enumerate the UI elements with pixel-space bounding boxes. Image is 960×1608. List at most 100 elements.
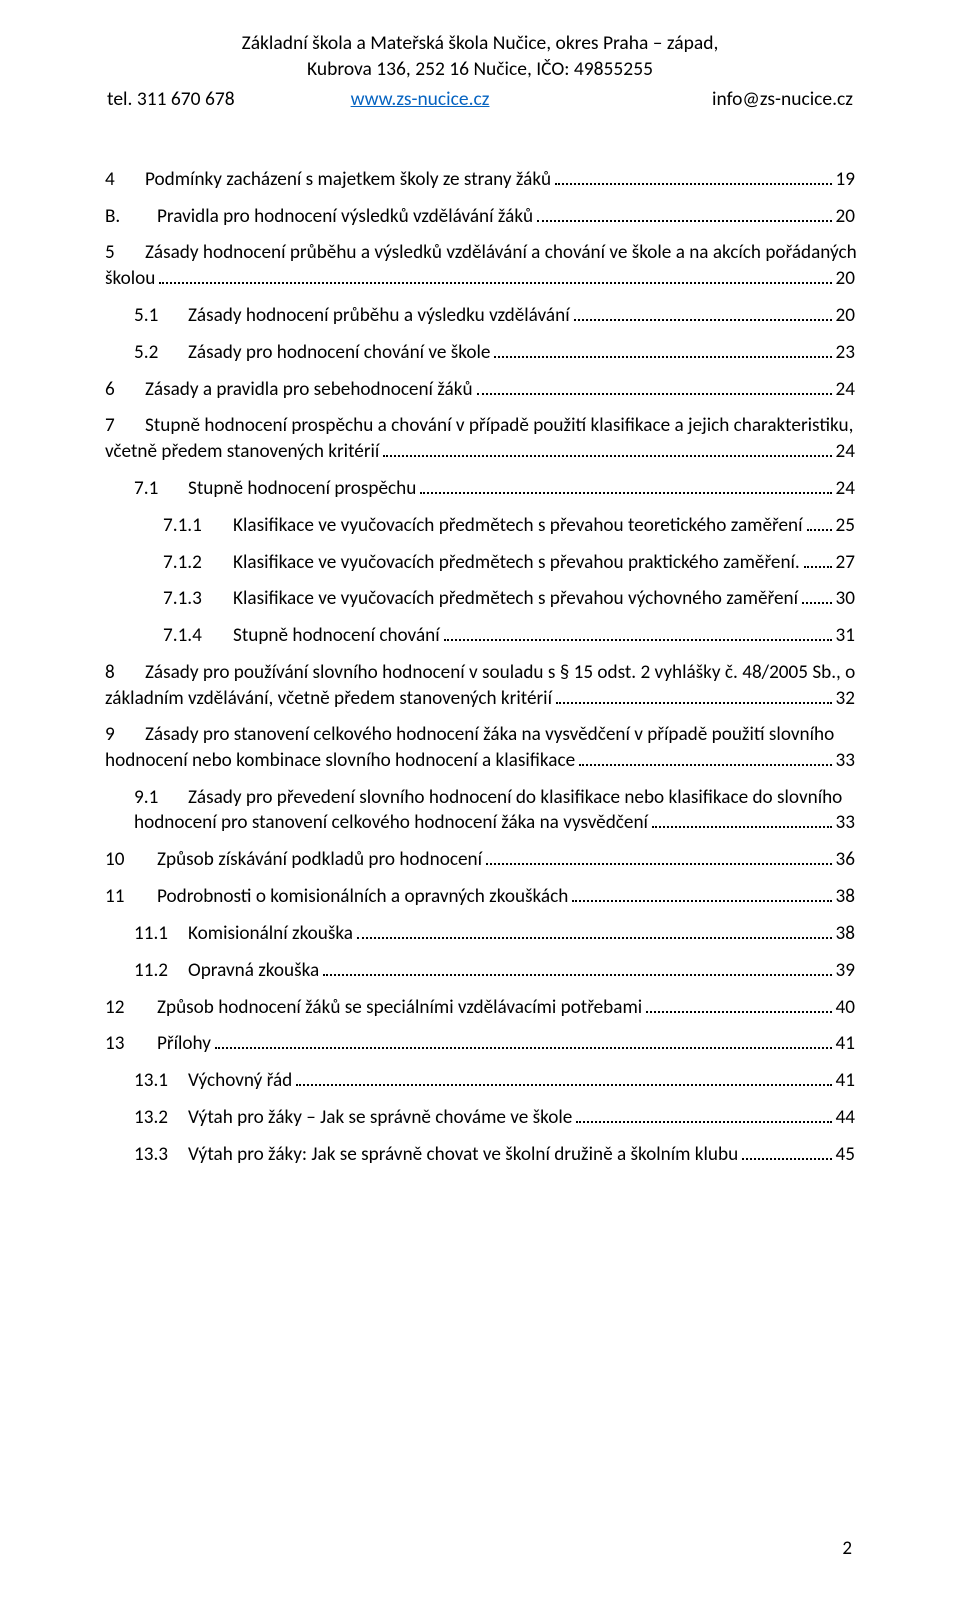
toc-entry-continuation[interactable]: školou 20 xyxy=(105,266,855,292)
toc-entry[interactable]: 4Podmínky zacházení s majetkem školy ze … xyxy=(105,167,855,193)
toc-leader xyxy=(296,1068,831,1086)
toc-page: 40 xyxy=(836,995,855,1021)
website-link[interactable]: www.zs-nucice.cz xyxy=(235,87,712,111)
toc-entry-continuation[interactable]: základním vzdělávání, včetně předem stan… xyxy=(105,685,855,711)
toc-entry[interactable]: 6Zásady a pravidla pro sebehodnocení žák… xyxy=(105,376,855,402)
toc-entry[interactable]: 10Způsob získávání podkladů pro hodnocen… xyxy=(105,847,855,873)
toc-number: 13.1 xyxy=(134,1068,188,1094)
toc-number: 5.2 xyxy=(134,340,188,366)
toc-number: 11 xyxy=(105,884,157,910)
toc-entry[interactable]: 9Zásady pro stanovení celkového hodnocen… xyxy=(105,722,855,748)
toc-title: Způsob hodnocení žáků se speciálními vzd… xyxy=(157,995,642,1021)
toc-entry[interactable]: 7.1.3Klasifikace ve vyučovacích předměte… xyxy=(105,586,855,612)
toc-title: včetně předem stanovených kritérií xyxy=(105,439,379,465)
toc-title: Opravná zkouška xyxy=(188,958,319,984)
toc-leader xyxy=(323,957,831,975)
toc-title: Zásady pro převedení slovního hodnocení … xyxy=(188,785,842,811)
toc-title: Klasifikace ve vyučovacích předmětech s … xyxy=(233,550,800,576)
toc-leader xyxy=(742,1142,831,1160)
toc-page: 32 xyxy=(836,686,855,712)
toc-page: 38 xyxy=(836,884,855,910)
toc-page: 24 xyxy=(836,476,855,502)
toc-leader xyxy=(357,921,832,939)
toc-page: 19 xyxy=(836,167,855,193)
toc-title: Podmínky zacházení s majetkem školy ze s… xyxy=(145,167,551,193)
toc-title: Zásady pro stanovení celkového hodnocení… xyxy=(145,722,834,748)
toc-title: základním vzdělávání, včetně předem stan… xyxy=(105,686,552,712)
toc-leader xyxy=(574,303,832,321)
toc-leader xyxy=(802,586,832,604)
toc-title: Výtah pro žáky: Jak se správně chovat ve… xyxy=(188,1142,738,1168)
toc-entry[interactable]: 13.3Výtah pro žáky: Jak se správně chova… xyxy=(105,1142,855,1168)
toc-entry[interactable]: 13Přílohy 41 xyxy=(105,1031,855,1057)
toc-page: 38 xyxy=(836,921,855,947)
toc-title: Stupně hodnocení prospěchu a chování v p… xyxy=(145,413,853,439)
letterhead: Základní škola a Mateřská škola Nučice, … xyxy=(105,30,855,83)
toc-title: Způsob získávání podkladů pro hodnocení xyxy=(157,847,482,873)
toc-number: 4 xyxy=(105,167,145,193)
toc-entry-continuation[interactable]: hodnocení pro stanovení celkového hodnoc… xyxy=(105,810,855,836)
toc-title: Zásady hodnocení průběhu a výsledků vzdě… xyxy=(145,240,857,266)
toc-number: 7.1.2 xyxy=(163,550,233,576)
toc-number: 9 xyxy=(105,722,145,748)
toc-leader xyxy=(646,994,831,1012)
toc-page: 30 xyxy=(836,586,855,612)
toc-page: 23 xyxy=(836,340,855,366)
toc-number: 10 xyxy=(105,847,157,873)
toc-entry[interactable]: 13.2Výtah pro žáky – Jak se správně chov… xyxy=(105,1105,855,1131)
toc-entry[interactable]: 13.1Výchovný řád 41 xyxy=(105,1068,855,1094)
email-text: info@zs-nucice.cz xyxy=(712,87,853,111)
toc-page: 31 xyxy=(836,623,855,649)
toc-page: 27 xyxy=(836,550,855,576)
toc-page: 39 xyxy=(836,958,855,984)
toc-number: 5.1 xyxy=(134,303,188,329)
toc-page: 25 xyxy=(836,513,855,539)
toc-entry[interactable]: 5Zásady hodnocení průběhu a výsledků vzd… xyxy=(105,240,855,266)
toc-leader xyxy=(477,376,832,394)
school-address: Kubrova 136, 252 16 Nučice, IČO: 4985525… xyxy=(105,56,855,82)
toc-page: 20 xyxy=(836,266,855,292)
toc-entry[interactable]: 8Zásady pro používání slovního hodnocení… xyxy=(105,660,855,686)
toc-title: hodnocení nebo kombinace slovního hodnoc… xyxy=(105,748,575,774)
toc-leader xyxy=(804,549,832,567)
toc-number: 12 xyxy=(105,995,157,1021)
toc-entry[interactable]: 12Způsob hodnocení žáků se speciálními v… xyxy=(105,994,855,1020)
toc-number: 7.1.3 xyxy=(163,586,233,612)
toc-entry-continuation[interactable]: včetně předem stanovených kritérií 24 xyxy=(105,439,855,465)
toc-number: 13.2 xyxy=(134,1105,188,1131)
toc-entry[interactable]: 7.1.4Stupně hodnocení chování 31 xyxy=(105,623,855,649)
toc-page: 33 xyxy=(836,748,855,774)
toc-page: 36 xyxy=(836,847,855,873)
toc-entry[interactable]: 11Podrobnosti o komisionálních a opravný… xyxy=(105,884,855,910)
toc-leader xyxy=(159,266,831,284)
toc-number: 9.1 xyxy=(134,785,188,811)
toc-entry[interactable]: 7.1.2Klasifikace ve vyučovacích předměte… xyxy=(105,549,855,575)
toc-leader xyxy=(486,847,832,865)
toc-number: 7 xyxy=(105,413,145,439)
toc-page: 24 xyxy=(836,377,855,403)
page-number: 2 xyxy=(842,1537,852,1560)
toc-leader xyxy=(572,884,831,902)
toc-entry-continuation[interactable]: hodnocení nebo kombinace slovního hodnoc… xyxy=(105,748,855,774)
toc-entry[interactable]: 5.2Zásady pro hodnocení chování ve škole… xyxy=(105,340,855,366)
toc-entry[interactable]: 7Stupně hodnocení prospěchu a chování v … xyxy=(105,413,855,439)
toc-number: 7.1 xyxy=(134,476,188,502)
toc-title: Výchovný řád xyxy=(188,1068,292,1094)
toc-leader xyxy=(807,512,832,530)
toc-entry[interactable]: 7.1.1Klasifikace ve vyučovacích předměte… xyxy=(105,512,855,538)
toc-entry[interactable]: 5.1Zásady hodnocení průběhu a výsledku v… xyxy=(105,303,855,329)
toc-entry[interactable]: 11.2Opravná zkouška 39 xyxy=(105,957,855,983)
toc-entry[interactable]: 11.1Komisionální zkouška 38 xyxy=(105,921,855,947)
toc-leader xyxy=(494,340,831,358)
toc-entry[interactable]: 7.1Stupně hodnocení prospěchu 24 xyxy=(105,476,855,502)
toc-page: 45 xyxy=(836,1142,855,1168)
toc-leader xyxy=(215,1031,832,1049)
toc-title: Zásady pro používání slovního hodnocení … xyxy=(145,660,855,686)
toc-entry[interactable]: 9.1Zásady pro převedení slovního hodnoce… xyxy=(105,785,855,811)
toc-leader xyxy=(652,810,832,828)
toc-page: 44 xyxy=(836,1105,855,1131)
toc-title: Přílohy xyxy=(157,1031,211,1057)
toc-title: Klasifikace ve vyučovacích předmětech s … xyxy=(233,513,803,539)
toc-entry[interactable]: B.Pravidla pro hodnocení výsledků vzdělá… xyxy=(105,203,855,229)
toc-number: 11.2 xyxy=(134,958,188,984)
